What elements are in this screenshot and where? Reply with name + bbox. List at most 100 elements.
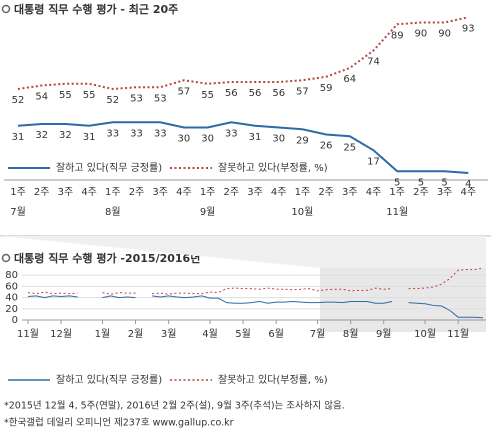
x-tick-label: 1주 — [105, 187, 121, 198]
data-label: 57 — [296, 86, 309, 97]
data-label: 55 — [59, 90, 72, 101]
x-tick-label: 1주 — [10, 187, 26, 198]
x-tick-label: 4주 — [81, 187, 97, 198]
series-line — [27, 291, 78, 295]
data-label: 93 — [462, 23, 475, 34]
data-label: 56 — [249, 88, 262, 99]
x-tick-label: 3주 — [152, 187, 168, 198]
x-tick-label: 3주 — [342, 187, 358, 198]
x-tick-label: 4주 — [461, 187, 477, 198]
data-label: 52 — [106, 95, 119, 106]
data-label: 55 — [83, 90, 96, 101]
series-line — [17, 16, 469, 91]
series-line — [17, 121, 469, 174]
series-line — [27, 295, 78, 299]
x-tick-label: 5월 — [235, 328, 251, 340]
data-label: 64 — [343, 74, 356, 85]
bullet — [1, 4, 11, 14]
x-tick-label: 4월 — [202, 328, 218, 340]
data-label: 33 — [130, 128, 143, 139]
y-tick-label: 0 — [12, 315, 18, 326]
legend-label: 잘못하고 있다(부정률, %) — [218, 161, 328, 174]
x-tick-label: 7월 — [310, 328, 326, 340]
data-label: 74 — [367, 57, 380, 68]
data-label: 33 — [225, 128, 238, 139]
x-tick-label: 3주 — [247, 187, 263, 198]
data-label: 30 — [201, 134, 214, 145]
x-group-label: 9월 — [200, 206, 216, 218]
x-tick-label: 10월 — [414, 328, 436, 340]
y-tick-label: 20 — [5, 304, 18, 315]
x-tick-label: 2주 — [34, 187, 50, 198]
x-group-label: 11월 — [386, 206, 408, 218]
x-group-label: 10월 — [291, 206, 313, 218]
data-label: 31 — [249, 132, 262, 143]
x-tick-label: 3주 — [58, 187, 74, 198]
recent-highlight — [320, 268, 486, 332]
chart-title: 대통령 직무 수행 평가 -2015/2016년 — [14, 251, 200, 265]
x-tick-label: 2주 — [413, 187, 429, 198]
data-label: 30 — [272, 134, 285, 145]
series-line — [102, 295, 136, 299]
data-label: 90 — [415, 29, 428, 40]
data-label: 55 — [201, 90, 214, 101]
legend-label: 잘못하고 있다(부정률, %) — [218, 373, 328, 386]
series-line — [152, 295, 393, 304]
data-label: 32 — [35, 130, 48, 141]
data-label: 59 — [320, 83, 333, 94]
data-label: 26 — [320, 141, 333, 152]
y-tick-label: 40 — [5, 293, 18, 304]
data-label: 33 — [106, 128, 119, 139]
x-tick-label: 2월 — [128, 328, 144, 340]
x-tick-label: 1월 — [95, 328, 111, 340]
y-tick-label: 60 — [5, 281, 18, 292]
data-label: 32 — [59, 130, 72, 141]
data-label: 33 — [154, 128, 167, 139]
zoom-link — [0, 236, 486, 268]
x-tick-label: 1주 — [295, 187, 311, 198]
data-label: 5 — [418, 177, 424, 188]
x-tick-label: 2주 — [318, 187, 334, 198]
x-group-label: 8월 — [105, 206, 121, 218]
x-tick-label: 1주 — [200, 187, 216, 198]
data-label: 53 — [130, 93, 143, 104]
data-label: 31 — [12, 132, 25, 143]
data-label: 31 — [83, 132, 96, 143]
x-group-label: 7월 — [10, 206, 26, 218]
x-tick-label: 3주 — [437, 187, 453, 198]
data-label: 29 — [296, 135, 309, 146]
x-tick-label: 9월 — [376, 328, 392, 340]
x-tick-label: 12월 — [50, 328, 72, 340]
x-tick-label: 3월 — [161, 328, 177, 340]
x-tick-label: 4주 — [271, 187, 287, 198]
footnote: *한국갤럽 데일리 오피니언 제237호 www.gallup.co.kr — [4, 417, 234, 429]
series-line — [102, 292, 136, 295]
data-label: 5 — [394, 177, 400, 188]
chart-title: 대통령 직무 수행 평가 - 최근 20주 — [14, 2, 178, 16]
x-tick-label: 8월 — [343, 328, 359, 340]
x-tick-label: 2주 — [129, 187, 145, 198]
data-label: 54 — [35, 92, 48, 103]
x-tick-label: 6월 — [268, 328, 284, 340]
data-label: 53 — [154, 93, 167, 104]
data-label: 56 — [225, 88, 238, 99]
y-tick-label: 80 — [5, 270, 18, 281]
x-tick-label: 1주 — [389, 187, 405, 198]
data-label: 4 — [465, 179, 471, 190]
data-label: 30 — [178, 134, 191, 145]
x-tick-label: 11월 — [17, 328, 39, 340]
x-tick-label: 2주 — [224, 187, 240, 198]
data-label: 17 — [367, 156, 380, 167]
data-label: 5 — [441, 177, 447, 188]
data-label: 89 — [391, 30, 404, 41]
x-tick-label: 11월 — [447, 328, 469, 340]
data-label: 52 — [12, 95, 25, 106]
data-label: 25 — [343, 142, 356, 153]
x-tick-label: 4주 — [366, 187, 382, 198]
series-line — [408, 267, 484, 290]
data-label: 57 — [178, 86, 191, 97]
data-label: 56 — [272, 88, 285, 99]
footnote: *2015년 12월 4, 5주(연말), 2016년 2월 2주(설), 9월… — [4, 400, 345, 412]
bullet — [1, 253, 11, 263]
